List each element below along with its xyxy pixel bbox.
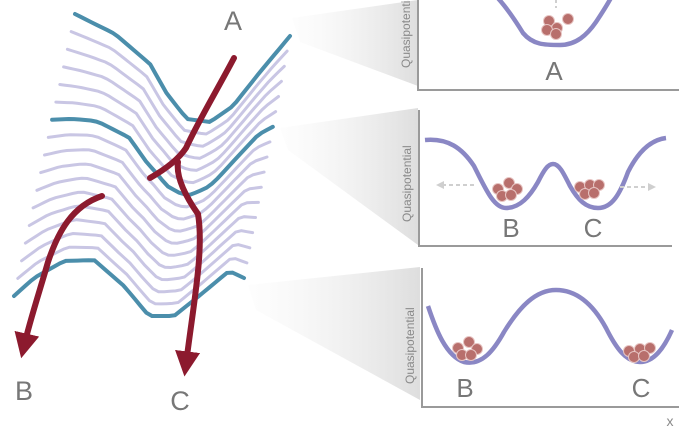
panel-bottom-well-label-c: C [632,373,651,403]
panel-middle-well-label-b: B [502,213,519,243]
projection-cone-bottom [248,267,420,400]
panel-middle-axes [418,110,672,247]
panel-top-potential-curve [496,0,613,48]
trajectory-to-c [174,159,203,377]
panel-bottom-potential-curve [425,287,675,365]
landscape-contour-3 [65,47,286,148]
potential-panel-top: Quasipotential A [399,0,679,91]
label-a: A [224,6,242,36]
landscape-contour-7 [50,116,275,197]
label-b: B [15,376,33,406]
panel-top-ylabel: Quasipotential [399,0,413,68]
landscape-contour-17 [12,258,246,318]
panel-bottom-cell-cluster-c [623,342,656,363]
panel-bottom-cell-cluster-b [452,336,483,361]
landscape-contour-11 [35,176,263,245]
panel-middle-well-label-c: C [584,213,603,243]
panel-middle-ylabel: Quasipotential [400,145,414,222]
landscape-contour-2 [69,30,289,136]
trajectories [14,55,237,377]
panel-middle-cell-cluster-b [492,177,523,202]
panel-middle-cell-cluster-c [574,179,605,200]
panel-middle-arrowhead-left [436,181,444,189]
panel-bottom-axes [421,268,679,408]
landscape-contour-8 [46,133,272,209]
potential-panel-middle: Quasipotential B C [400,110,672,247]
panel-middle-arrowhead-right [648,183,656,191]
panel-bottom-ylabel: Quasipotential [403,307,417,384]
panel-top-well-label-a: A [545,56,563,86]
landscape-contour-13 [27,204,257,270]
landscape-contour-4 [62,65,283,160]
projection-cone-top [292,0,418,86]
landscape-contour-1 [73,12,292,124]
panel-top-cell-cluster [541,13,574,40]
landscape-contour-16 [16,245,249,306]
projection-cone-middle [280,108,418,245]
trajectory-main [147,55,237,181]
landscape-contour-9 [43,148,269,221]
epigenetic-landscape [12,12,292,318]
landscape-contour-12 [31,190,260,257]
panel-bottom-well-label-b: B [456,373,473,403]
panel-middle-potential-curve [424,135,667,211]
landscape-contour-10 [39,162,266,233]
panel-top-axes [417,0,679,91]
projection-cones [248,0,420,400]
landscape-contour-5 [58,83,280,172]
potential-panel-bottom: Quasipotential B C x [403,268,679,427]
trajectory-to-b [14,193,105,359]
label-c: C [170,386,190,416]
x-axis-label: x [667,413,674,427]
